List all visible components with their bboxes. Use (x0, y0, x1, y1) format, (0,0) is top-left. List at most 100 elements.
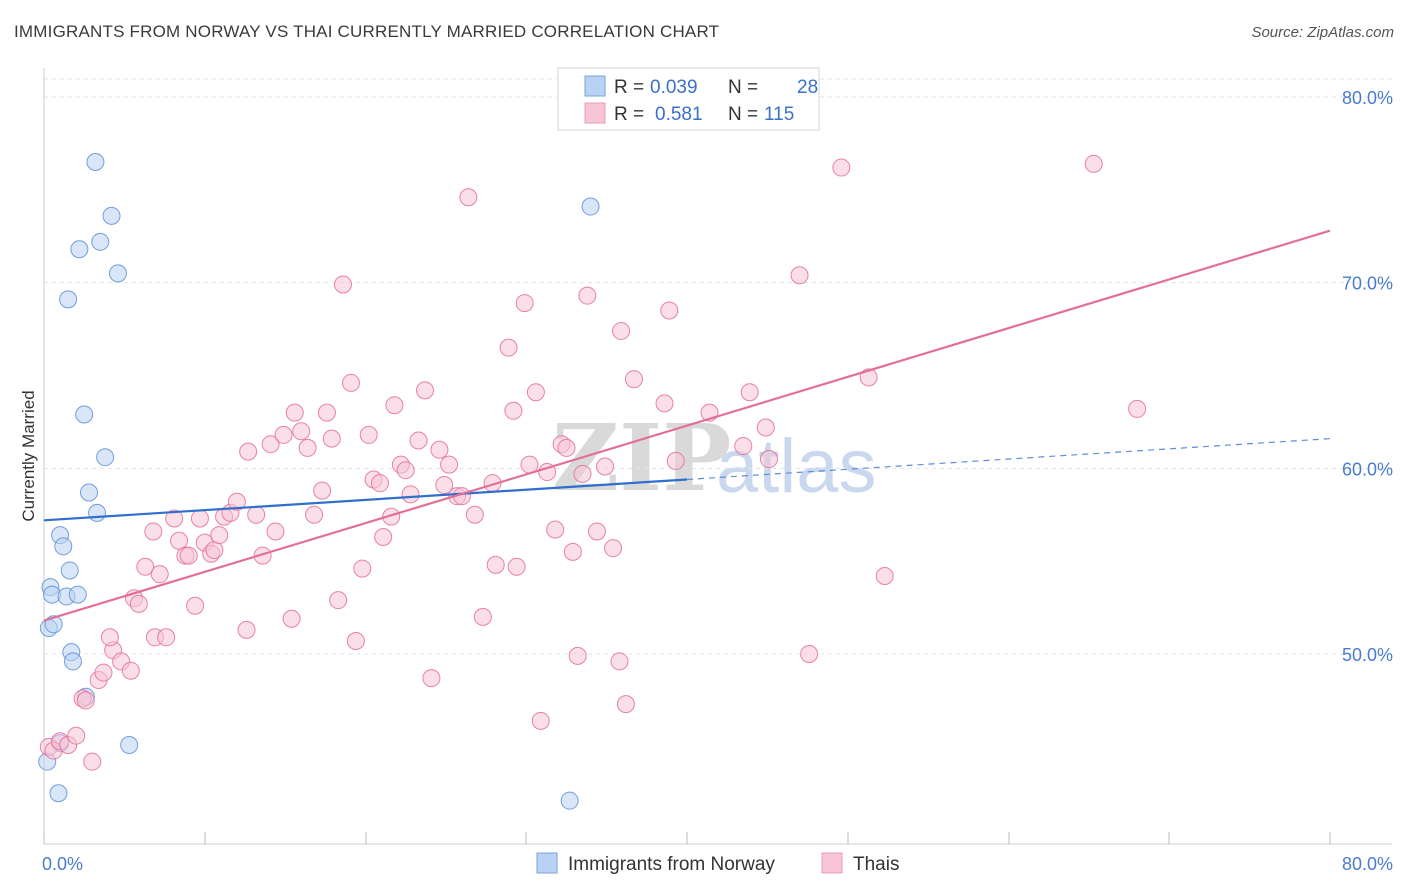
data-point (144, 522, 163, 541)
trend-line-norway (43, 478, 688, 522)
data-point (486, 555, 505, 574)
data-point (346, 632, 365, 651)
data-point (313, 481, 332, 500)
data-point (49, 784, 68, 803)
data-point (435, 476, 454, 495)
data-point (756, 418, 775, 437)
data-point (94, 663, 113, 682)
data-point (227, 492, 246, 511)
data-point (409, 431, 428, 450)
series-legend: Immigrants from Norway Thais (536, 852, 899, 875)
data-point (515, 294, 534, 313)
data-point (546, 520, 565, 539)
data-point (422, 669, 441, 688)
data-point (274, 425, 293, 444)
legend-label-norway: Immigrants from Norway (568, 854, 775, 875)
data-point (526, 383, 545, 402)
data-point (578, 286, 597, 305)
data-point (76, 691, 95, 710)
data-point (596, 457, 615, 476)
data-point (266, 522, 285, 541)
legend-swatch-thais (584, 102, 606, 124)
data-point (666, 451, 685, 470)
data-point (282, 609, 301, 628)
data-point (382, 507, 401, 526)
data-point (473, 607, 492, 626)
trend-line-norway-extension (686, 438, 1331, 481)
data-point (531, 711, 550, 730)
data-point (317, 403, 336, 422)
legend-n-value: 115 (764, 104, 794, 125)
data-point (587, 522, 606, 541)
legend-n-label: N = (728, 104, 758, 125)
legend-r-value: 0.039 (650, 77, 698, 98)
data-point (1084, 154, 1103, 173)
data-point (292, 422, 311, 441)
data-point (560, 791, 579, 810)
data-point (91, 232, 110, 251)
series-thais-points (39, 154, 1147, 771)
legend-swatch-norway (584, 75, 606, 97)
data-point (333, 275, 352, 294)
data-point (465, 505, 484, 524)
data-point (63, 652, 82, 671)
data-point (150, 565, 169, 584)
series-norway-points (38, 152, 600, 810)
data-point (54, 537, 73, 556)
data-point (329, 591, 348, 610)
axes (43, 68, 1392, 845)
data-point (129, 594, 148, 613)
data-point (68, 585, 87, 604)
data-point (459, 188, 478, 207)
data-point (612, 321, 631, 340)
legend-swatch-thais (821, 852, 843, 874)
data-point (359, 425, 378, 444)
data-point (190, 509, 209, 528)
data-point (121, 661, 140, 680)
legend-r-value: 0.581 (655, 104, 703, 125)
data-point (374, 528, 393, 547)
x-tick-label: 0.0% (42, 854, 83, 874)
data-point (581, 197, 600, 216)
data-point (573, 464, 592, 483)
data-point (499, 338, 518, 357)
y-tick-label: 50.0% (1342, 645, 1393, 665)
data-point (60, 561, 79, 580)
data-point (239, 442, 258, 461)
legend-n-label: N = (728, 77, 758, 98)
data-point (660, 301, 679, 320)
data-point (604, 539, 623, 558)
source-credit: Source: ZipAtlas.com (1251, 24, 1394, 41)
data-point (370, 474, 389, 493)
data-point (322, 429, 341, 448)
data-point (759, 450, 778, 469)
data-point (401, 485, 420, 504)
data-point (96, 448, 115, 467)
data-point (59, 290, 78, 309)
data-point (210, 526, 229, 545)
data-point (67, 726, 86, 745)
data-point (100, 628, 119, 647)
data-point (385, 396, 404, 415)
data-point (165, 509, 184, 528)
legend-r-label: R = (614, 77, 644, 98)
data-point (875, 567, 894, 586)
data-point (800, 645, 819, 663)
data-point (342, 373, 361, 392)
watermark-atlas: atlas (716, 424, 877, 509)
data-point (557, 438, 576, 457)
data-point (186, 596, 205, 615)
data-point (832, 158, 851, 177)
data-point (261, 435, 280, 454)
data-point (790, 266, 809, 285)
data-point (563, 542, 582, 561)
data-point (108, 264, 127, 283)
data-point (440, 455, 459, 474)
data-point (430, 440, 449, 459)
y-tick-label: 70.0% (1342, 274, 1393, 294)
data-point (504, 401, 523, 420)
data-point (353, 559, 372, 578)
trend-line-thais (43, 229, 1331, 622)
data-point (237, 620, 256, 639)
